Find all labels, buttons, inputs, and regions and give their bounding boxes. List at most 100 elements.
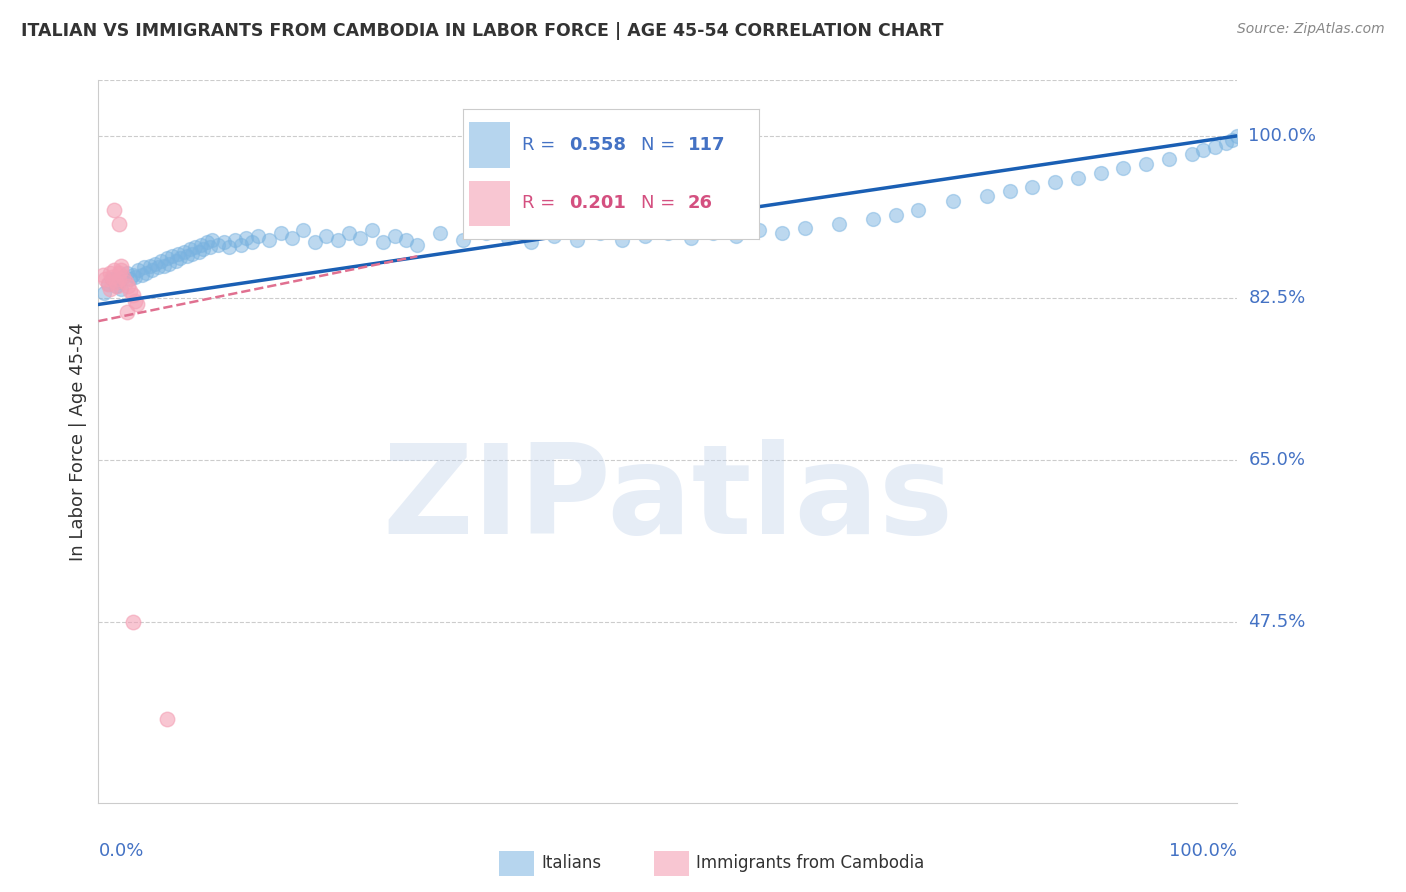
Point [384,228,406,243]
Point [187,244,209,259]
Point [520,235,543,250]
Point [1226,128,1249,143]
Point [115,266,138,280]
Point [131,268,153,282]
Point [98,282,121,296]
Point [657,226,679,240]
Text: Source: ZipAtlas.com: Source: ZipAtlas.com [1237,22,1385,37]
Point [634,228,657,243]
Point [395,233,418,247]
Text: 47.5%: 47.5% [1249,613,1306,632]
Point [360,223,382,237]
Point [156,251,179,265]
Point [169,251,191,265]
Point [195,235,218,250]
Text: ITALIAN VS IMMIGRANTS FROM CAMBODIA IN LABOR FORCE | AGE 45-54 CORRELATION CHART: ITALIAN VS IMMIGRANTS FROM CAMBODIA IN L… [21,22,943,40]
Point [101,272,124,286]
Point [162,249,184,263]
Point [115,305,138,319]
Text: 65.0%: 65.0% [1249,451,1305,469]
Point [108,266,131,280]
Point [108,275,131,289]
Point [117,279,139,293]
Point [184,240,207,254]
Point [218,240,240,254]
Point [292,223,315,237]
Point [942,194,965,208]
Point [127,263,149,277]
Point [103,202,125,217]
Point [337,226,360,240]
Point [1215,136,1237,151]
Point [121,615,143,630]
Point [96,277,118,291]
Text: 100.0%: 100.0% [1170,842,1237,860]
Point [103,263,125,277]
Point [1220,133,1243,147]
Point [304,235,326,250]
Text: Immigrants from Cambodia: Immigrants from Cambodia [696,855,924,872]
Point [101,269,124,284]
Point [748,223,770,237]
Point [229,238,252,252]
Point [141,263,163,277]
Point [1157,152,1180,166]
Point [112,269,135,284]
Point [235,231,257,245]
Point [976,189,998,203]
Text: ZIPatlas: ZIPatlas [382,439,953,560]
Point [315,228,337,243]
Point [998,185,1021,199]
Point [98,266,121,280]
Point [212,235,235,250]
Point [110,263,132,277]
Text: 100.0%: 100.0% [1249,127,1316,145]
Point [612,233,634,247]
Point [406,238,429,252]
Point [543,228,565,243]
Point [138,259,160,273]
Point [176,249,198,263]
Point [207,238,229,252]
Point [725,228,748,243]
Point [157,257,180,271]
Point [146,260,169,275]
Point [150,254,173,268]
Point [679,231,702,245]
Point [201,233,224,247]
Point [498,231,520,245]
Point [108,272,131,286]
Point [326,233,349,247]
Point [1021,179,1043,194]
Point [240,235,263,250]
Point [120,272,142,286]
Point [104,275,127,289]
Point [1204,140,1226,154]
Point [1135,156,1157,170]
Point [94,272,117,286]
Point [127,297,149,311]
Point [110,282,132,296]
Point [371,235,394,250]
Point [96,277,118,291]
Point [474,226,496,240]
Point [110,259,132,273]
Point [121,288,143,302]
Point [451,233,474,247]
Point [167,247,190,261]
Point [93,286,115,301]
Point [105,279,128,293]
Point [104,279,127,293]
Point [793,221,815,235]
Point [246,228,269,243]
Point [156,713,179,727]
Point [1112,161,1135,176]
Point [702,226,724,240]
Point [179,242,201,256]
Point [91,268,114,282]
Point [429,226,451,240]
Point [114,275,136,289]
Point [135,266,157,280]
Point [828,217,851,231]
Point [153,259,176,273]
